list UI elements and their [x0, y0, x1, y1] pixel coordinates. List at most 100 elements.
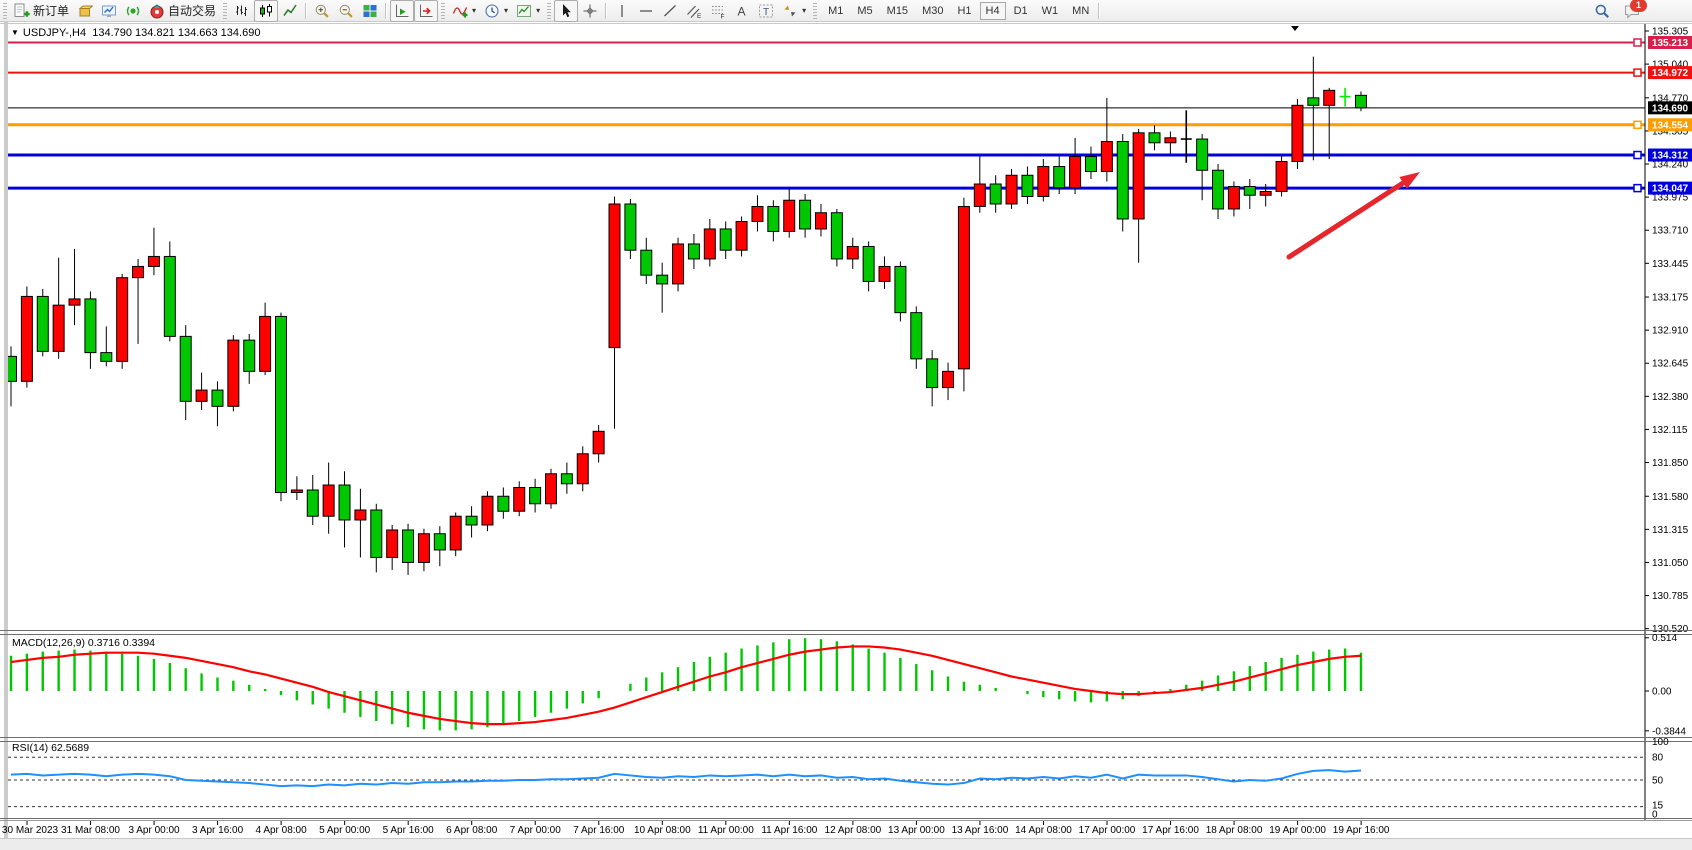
timeframe-button-D1[interactable]: D1 [1013, 4, 1028, 17]
svg-text:A: A [738, 4, 746, 18]
new-order-label: 新订单 [33, 4, 70, 18]
timeframe-button-M1[interactable]: M1 [828, 4, 844, 17]
chart-shift-button[interactable] [414, 0, 439, 22]
notification-badge[interactable]: 1 [1630, 0, 1647, 12]
autotrade-button[interactable]: 自动交易 [145, 0, 220, 22]
time-tick-label: 14 Apr 08:00 [1015, 825, 1072, 836]
time-tick-label: 7 Apr 00:00 [510, 825, 562, 836]
market-watch-button[interactable] [73, 0, 97, 22]
timeframe-button-H1[interactable]: H1 [957, 4, 972, 17]
zoom-out-button[interactable] [334, 0, 358, 22]
time-tick-label: 12 Apr 08:00 [825, 825, 882, 836]
hline-134.047[interactable] [8, 183, 1645, 193]
candlestick-series [8, 56, 1367, 575]
chart-collapse-icon[interactable]: ▼ [11, 28, 19, 37]
hline-handle[interactable] [1633, 68, 1642, 77]
arrows-tool-button[interactable]: ▾ [778, 0, 810, 22]
search-icon [1595, 4, 1609, 18]
timeframe-button-H4[interactable]: H4 [979, 1, 1006, 20]
signal-button[interactable] [121, 0, 145, 22]
hline-handle[interactable] [1633, 120, 1642, 130]
candlestick-mode-button[interactable] [254, 0, 279, 22]
equidistant-channel-tool-button[interactable]: E [682, 0, 706, 22]
macd-tick-label: 0.514 [1652, 633, 1677, 644]
crosshair-tool-button[interactable] [578, 0, 602, 22]
toolbar-grip[interactable] [547, 2, 552, 19]
templates-caret[interactable]: ▾ [536, 6, 541, 15]
hline-134.554[interactable] [8, 120, 1645, 130]
zoom-in-button[interactable] [310, 0, 334, 22]
hline-135.213[interactable] [8, 38, 1645, 47]
hline-handle[interactable] [1633, 150, 1642, 160]
indicators-caret[interactable]: ▾ [472, 6, 477, 15]
new-order-button[interactable]: 新订单 [10, 0, 73, 22]
pane-separator[interactable] [0, 737, 1692, 742]
templates-button[interactable]: ▾ [512, 0, 544, 22]
svg-text:T: T [763, 7, 769, 18]
price-tick-label: 133.710 [1652, 226, 1689, 237]
toolbar-grip[interactable] [441, 2, 446, 19]
periods-caret[interactable]: ▾ [504, 6, 509, 15]
timeframe-button-M30[interactable]: M30 [922, 4, 944, 17]
time-tick-label: 19 Apr 00:00 [1269, 825, 1326, 836]
hline-handle[interactable] [1633, 183, 1642, 193]
toolbar-grip[interactable] [813, 2, 818, 19]
hline-134.312[interactable] [8, 150, 1645, 160]
channel-icon: E [687, 5, 702, 19]
timeframe-button-M15[interactable]: M15 [886, 4, 909, 17]
price-tick-label: 131.315 [1652, 525, 1689, 536]
trend-arrow-annotation[interactable] [1286, 172, 1420, 260]
macd-signal-line [10, 645, 1362, 726]
hline-134.972[interactable] [8, 68, 1645, 77]
rsi-panel: 100 80 50 150 [8, 737, 1669, 821]
time-tick-label: 5 Apr 16:00 [383, 825, 435, 836]
price-tick-label: 133.175 [1652, 293, 1689, 304]
arrows-caret[interactable]: ▾ [802, 6, 807, 15]
chart-shift-icon [420, 4, 433, 17]
toolbar-grip[interactable] [223, 2, 228, 19]
svg-text:134.690: 134.690 [1652, 103, 1689, 114]
main-toolbar: 新订单 自动交易 [0, 0, 1692, 22]
cursor-tool-button[interactable] [554, 0, 579, 22]
svg-text:134.972: 134.972 [1652, 68, 1689, 79]
text-tool-button[interactable]: A [730, 0, 754, 22]
hline-handle[interactable] [1633, 38, 1642, 47]
svg-text:F: F [721, 13, 725, 19]
vertical-line-tool-button[interactable] [610, 0, 634, 22]
chart-shift-marker[interactable] [1291, 26, 1299, 31]
fibonacci-tool-button[interactable]: F [706, 0, 730, 22]
pane-separator[interactable] [0, 630, 1692, 635]
timeframe-button-M5[interactable]: M5 [857, 4, 873, 17]
line-chart-mode-button[interactable] [278, 0, 302, 22]
timeframe-button-W1[interactable]: W1 [1041, 4, 1059, 17]
price-tick-label: 130.520 [1652, 624, 1689, 635]
time-tick-label: 19 Apr 16:00 [1333, 825, 1390, 836]
svg-text:134.554: 134.554 [1652, 120, 1689, 131]
toolbar-separator [605, 2, 608, 19]
horizontal-line-tool-button[interactable] [634, 0, 658, 22]
indicators-icon [452, 6, 468, 17]
periods-button[interactable]: ▾ [480, 0, 512, 22]
clock-icon [485, 4, 499, 17]
zoom-out-icon [339, 4, 353, 18]
search-button[interactable] [1590, 0, 1614, 22]
trendline-tool-button[interactable] [658, 0, 682, 22]
text-icon: A [738, 4, 746, 18]
timeframe-button-MN[interactable]: MN [1072, 4, 1090, 17]
template-icon [517, 4, 532, 17]
new-order-icon [14, 3, 30, 17]
time-tick-label: 7 Apr 16:00 [573, 825, 625, 836]
toolbar-grip[interactable] [3, 2, 7, 19]
tile-windows-button[interactable] [358, 0, 382, 22]
auto-scroll-button[interactable] [390, 0, 415, 22]
macd-panel: 0.514 0.00 -0.3844 [9, 633, 1686, 737]
chat-button[interactable]: 1 [1624, 0, 1647, 19]
rsi-line [10, 769, 1362, 788]
text-label-tool-button[interactable]: T [754, 0, 778, 22]
bar-chart-mode-button[interactable] [230, 0, 254, 22]
indicators-button[interactable]: ▾ [448, 0, 480, 22]
price-badge-134.554: 134.554 [1648, 118, 1692, 132]
upload-chart-button[interactable] [97, 0, 121, 22]
auto-scroll-icon [396, 4, 409, 17]
